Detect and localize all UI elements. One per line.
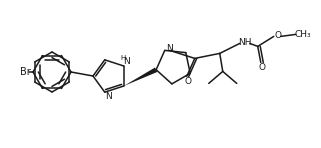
Text: CH₃: CH₃ bbox=[294, 30, 311, 39]
Text: O: O bbox=[274, 31, 281, 40]
Text: N: N bbox=[123, 57, 130, 66]
Text: O: O bbox=[258, 63, 265, 72]
Text: N: N bbox=[166, 44, 173, 53]
Text: NH: NH bbox=[238, 38, 251, 47]
Text: O: O bbox=[184, 77, 191, 86]
Text: Br: Br bbox=[20, 67, 30, 77]
Polygon shape bbox=[124, 67, 157, 86]
Text: H: H bbox=[120, 55, 126, 61]
Text: N: N bbox=[105, 92, 112, 101]
